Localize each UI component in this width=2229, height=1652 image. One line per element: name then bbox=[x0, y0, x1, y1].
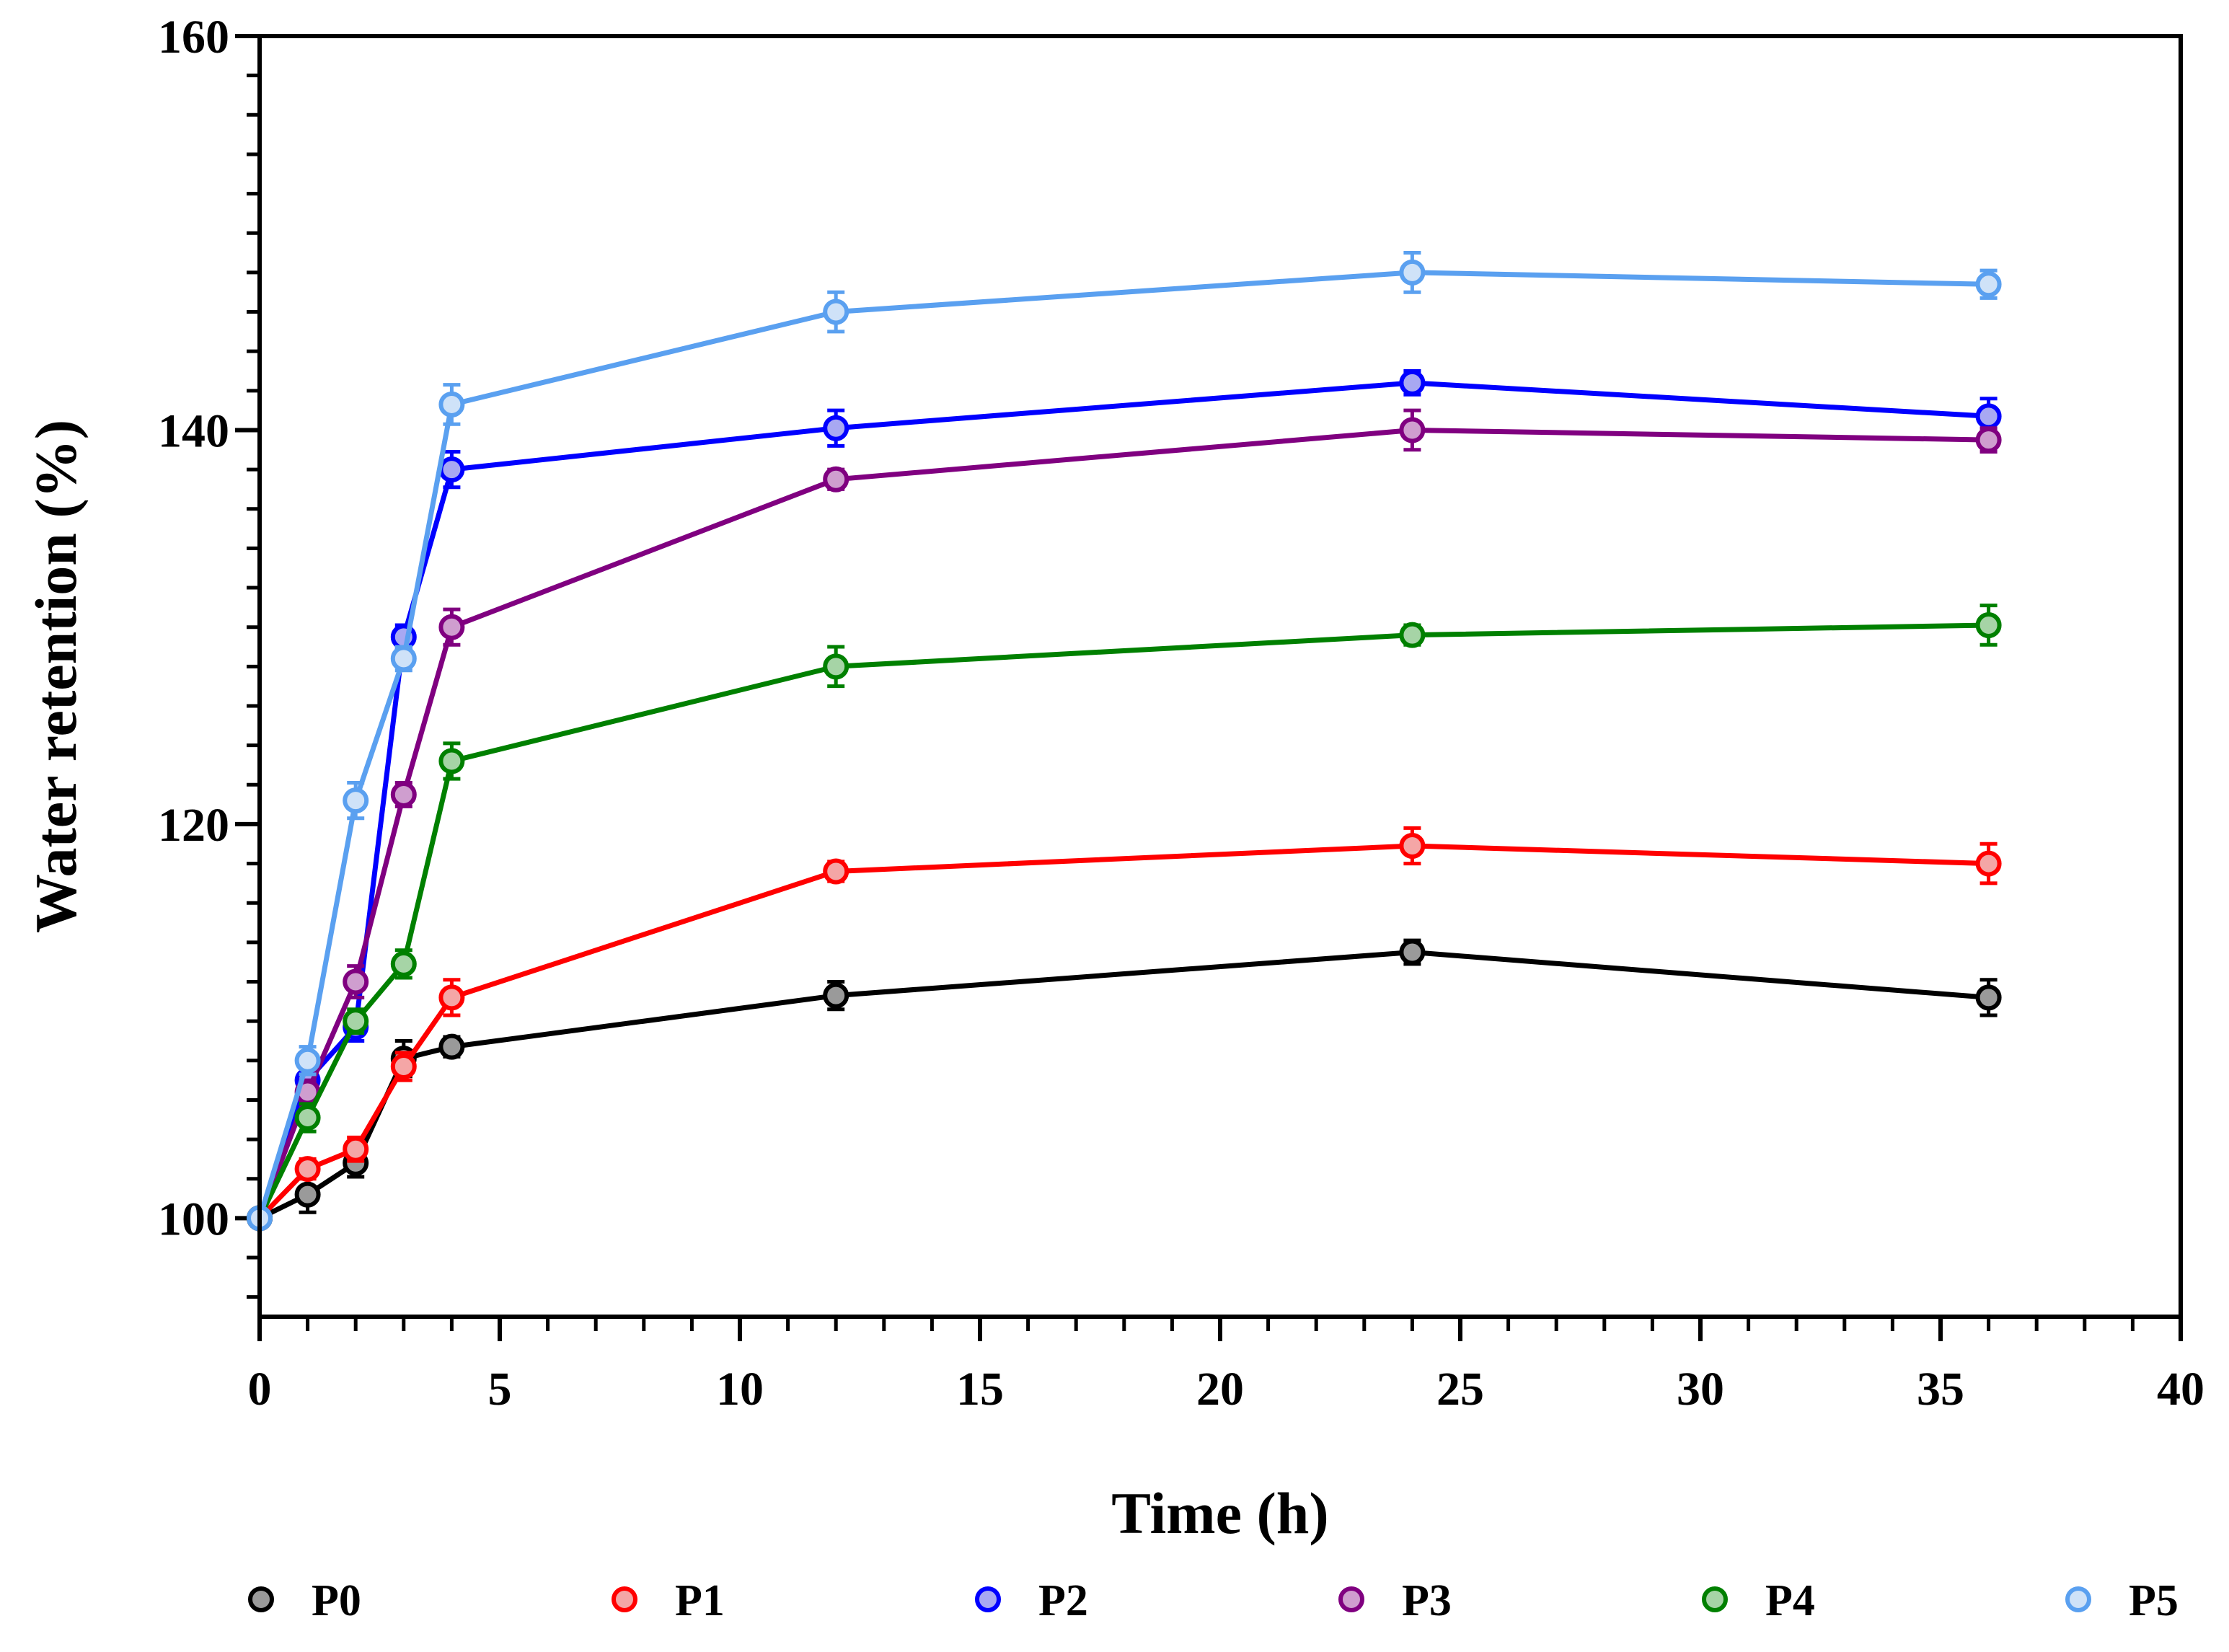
data-point bbox=[1399, 369, 1426, 396]
data-point bbox=[294, 1181, 321, 1208]
y-tick-label: 160 bbox=[158, 11, 229, 63]
data-point bbox=[438, 456, 465, 483]
data-point bbox=[1975, 271, 2002, 298]
data-point bbox=[1975, 984, 2002, 1011]
legend-item-p2: P2 bbox=[975, 1576, 1088, 1625]
legend-label: P5 bbox=[2129, 1576, 2179, 1625]
x-tick-label: 25 bbox=[1436, 1363, 1484, 1415]
data-point bbox=[1975, 611, 2002, 638]
data-point bbox=[438, 1033, 465, 1060]
legend-item-p0: P0 bbox=[248, 1576, 361, 1625]
legend-marker bbox=[1702, 1586, 1728, 1612]
legend-label: P1 bbox=[675, 1576, 725, 1625]
legend-marker bbox=[2065, 1586, 2091, 1612]
data-point bbox=[823, 982, 849, 1009]
x-tick-label: 10 bbox=[716, 1363, 764, 1415]
data-point bbox=[1399, 622, 1426, 648]
data-point bbox=[1975, 850, 2002, 877]
y-tick-label: 100 bbox=[158, 1193, 229, 1245]
data-point bbox=[1399, 939, 1426, 966]
data-point bbox=[823, 466, 849, 492]
data-point bbox=[343, 968, 369, 995]
data-point bbox=[1399, 417, 1426, 443]
data-point bbox=[343, 787, 369, 814]
x-tick-label: 30 bbox=[1677, 1363, 1724, 1415]
legend-item-p5: P5 bbox=[2065, 1576, 2179, 1625]
data-point bbox=[823, 299, 849, 325]
x-axis-title: Time (h) bbox=[1111, 1480, 1328, 1546]
legend-item-p4: P4 bbox=[1702, 1576, 1815, 1625]
data-point bbox=[438, 984, 465, 1011]
data-point bbox=[1975, 427, 2002, 454]
legend-label: P3 bbox=[1402, 1576, 1452, 1625]
data-point bbox=[390, 1053, 417, 1079]
data-point bbox=[1975, 403, 2002, 430]
legend-marker bbox=[975, 1586, 1001, 1612]
y-tick-label: 120 bbox=[158, 799, 229, 852]
y-axis-title: Water retention (%) bbox=[23, 420, 89, 933]
data-point bbox=[343, 1008, 369, 1035]
y-tick-labels: 100 120 140 160 bbox=[158, 11, 229, 1245]
legend-item-p3: P3 bbox=[1338, 1576, 1452, 1625]
legend-label: P0 bbox=[312, 1576, 361, 1625]
data-point bbox=[1399, 259, 1426, 286]
legend-label: P4 bbox=[1765, 1576, 1815, 1625]
x-tick-label: 35 bbox=[1917, 1363, 1964, 1415]
plot-frame bbox=[257, 34, 2183, 1319]
data-point bbox=[438, 614, 465, 640]
x-tick-label: 0 bbox=[248, 1363, 272, 1415]
data-point bbox=[390, 781, 417, 808]
data-point bbox=[294, 1047, 321, 1074]
data-point bbox=[390, 950, 417, 977]
x-tick-label: 5 bbox=[488, 1363, 512, 1415]
data-point bbox=[1399, 832, 1426, 859]
series-line bbox=[257, 270, 1989, 1219]
data-point bbox=[294, 1156, 321, 1183]
x-tick-label: 15 bbox=[956, 1363, 1004, 1415]
data-point bbox=[823, 858, 849, 885]
series-p5 bbox=[247, 251, 2002, 1232]
legend: P0 P1 P2 P3 P4 P5 bbox=[248, 1576, 2179, 1625]
legend-marker bbox=[1338, 1586, 1364, 1612]
legend-marker bbox=[248, 1586, 274, 1612]
data-point bbox=[294, 1105, 321, 1131]
data-point bbox=[438, 748, 465, 774]
data-point bbox=[343, 1136, 369, 1162]
data-point bbox=[390, 645, 417, 672]
x-tick-label: 40 bbox=[2157, 1363, 2204, 1415]
series-line bbox=[257, 622, 1989, 1219]
x-tick-label: 20 bbox=[1196, 1363, 1244, 1415]
legend-marker bbox=[612, 1586, 637, 1612]
x-tick-labels: 0 5 10 15 20 25 30 35 40 bbox=[248, 1363, 2205, 1415]
legend-label: P2 bbox=[1038, 1576, 1088, 1625]
y-tick-label: 140 bbox=[158, 405, 229, 457]
series-p4 bbox=[247, 604, 2002, 1232]
data-point bbox=[823, 653, 849, 680]
legend-item-p1: P1 bbox=[612, 1576, 725, 1625]
data-point bbox=[823, 415, 849, 441]
data-point bbox=[438, 391, 465, 418]
